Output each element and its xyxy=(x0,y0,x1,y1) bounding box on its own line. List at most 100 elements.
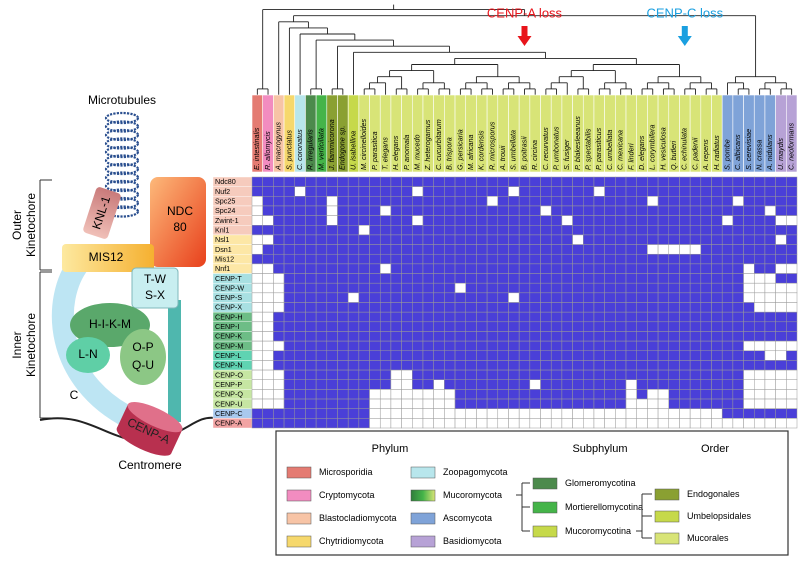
presence-cell xyxy=(775,282,787,294)
presence-cell xyxy=(390,263,402,274)
presence-cell xyxy=(711,302,723,313)
presence-cell xyxy=(550,244,563,255)
presence-cell xyxy=(273,273,285,284)
presence-cell xyxy=(583,215,595,226)
presence-cell xyxy=(668,418,680,429)
presence-cell xyxy=(732,282,744,294)
presence-cell xyxy=(305,263,317,274)
presence-cell xyxy=(251,418,263,429)
presence-cell xyxy=(754,263,766,274)
presence-cell xyxy=(700,234,712,245)
presence-cell xyxy=(657,263,670,274)
presence-cell xyxy=(497,196,509,207)
presence-cell xyxy=(497,234,509,245)
presence-cell xyxy=(775,331,787,342)
presence-cell xyxy=(422,273,434,284)
presence-cell xyxy=(775,369,787,380)
presence-cell xyxy=(700,186,712,197)
presence-cell xyxy=(689,273,702,284)
presence-cell xyxy=(326,398,338,409)
inner-bracket xyxy=(39,271,52,419)
presence-cell xyxy=(358,379,370,390)
presence-cell xyxy=(679,215,691,226)
presence-cell xyxy=(454,350,466,361)
presence-cell xyxy=(305,389,317,400)
presence-cell xyxy=(444,282,456,294)
presence-cell xyxy=(625,273,637,284)
presence-cell xyxy=(465,369,477,380)
protein-label: CENP-C xyxy=(215,409,243,418)
species-label: B. trispora xyxy=(445,137,454,170)
presence-cell xyxy=(550,273,563,284)
presence-cell xyxy=(465,292,477,303)
presence-cell xyxy=(764,234,776,245)
presence-cell xyxy=(540,244,552,255)
presence-cell xyxy=(572,263,584,274)
presence-cell xyxy=(636,282,648,294)
presence-cell xyxy=(711,379,723,390)
presence-cell xyxy=(732,389,744,400)
presence-cell xyxy=(444,418,456,429)
presence-cell xyxy=(465,225,477,236)
presence-cell xyxy=(347,360,360,371)
nucleosome-top xyxy=(127,402,183,433)
presence-cell xyxy=(476,273,488,284)
presence-cell xyxy=(465,176,477,187)
presence-cell xyxy=(647,263,659,274)
presence-cell xyxy=(251,215,263,226)
presence-cell xyxy=(294,196,306,207)
presence-cell xyxy=(540,302,552,313)
presence-cell xyxy=(251,321,263,332)
species-label: P. blakesleeanus xyxy=(573,116,582,170)
presence-cell xyxy=(721,350,734,361)
presence-cell xyxy=(326,292,338,303)
presence-cell xyxy=(529,408,541,419)
presence-cell xyxy=(561,340,573,352)
presence-cell xyxy=(337,350,349,361)
presence-cell xyxy=(604,311,616,323)
presence-cell xyxy=(422,389,434,400)
presence-cell xyxy=(604,282,616,294)
presence-cell xyxy=(668,215,680,226)
presence-cell xyxy=(508,263,520,274)
presence-cell xyxy=(583,302,595,313)
presence-cell xyxy=(294,360,306,371)
nucleosome: CENP-A xyxy=(116,402,183,456)
presence-cell xyxy=(283,350,295,361)
presence-cell xyxy=(593,389,605,400)
presence-cell xyxy=(561,398,573,409)
presence-cell xyxy=(732,311,744,323)
presence-cell xyxy=(625,389,637,400)
presence-cell xyxy=(433,379,445,390)
outer-label: Outer xyxy=(10,210,24,240)
presence-cell xyxy=(465,408,477,419)
presence-cell xyxy=(764,369,776,380)
presence-cell xyxy=(273,186,285,197)
presence-cell xyxy=(401,292,413,303)
presence-cell xyxy=(508,273,520,284)
presence-cell xyxy=(572,186,584,197)
presence-cell xyxy=(689,389,702,400)
presence-cell xyxy=(764,389,776,400)
presence-cell xyxy=(657,302,670,313)
presence-cell xyxy=(251,302,263,313)
species-label: R. circina xyxy=(530,140,539,170)
presence-cell xyxy=(657,282,670,294)
presence-cell xyxy=(764,398,776,409)
presence-cell xyxy=(347,408,360,419)
presence-cell xyxy=(358,282,370,294)
presence-cell xyxy=(454,253,466,265)
presence-cell xyxy=(518,418,531,429)
presence-cell xyxy=(764,321,776,332)
presence-cell xyxy=(422,205,434,216)
presence-cell xyxy=(369,360,381,371)
presence-cell xyxy=(518,311,531,323)
presence-cell xyxy=(401,418,413,429)
presence-cell xyxy=(721,196,734,207)
presence-cell xyxy=(369,253,381,265)
legend-swatch xyxy=(532,477,558,490)
presence-cell xyxy=(422,360,434,371)
species-label: C. cucurbitarum xyxy=(434,119,443,170)
presence-cell xyxy=(273,234,285,245)
presence-cell xyxy=(689,369,702,380)
